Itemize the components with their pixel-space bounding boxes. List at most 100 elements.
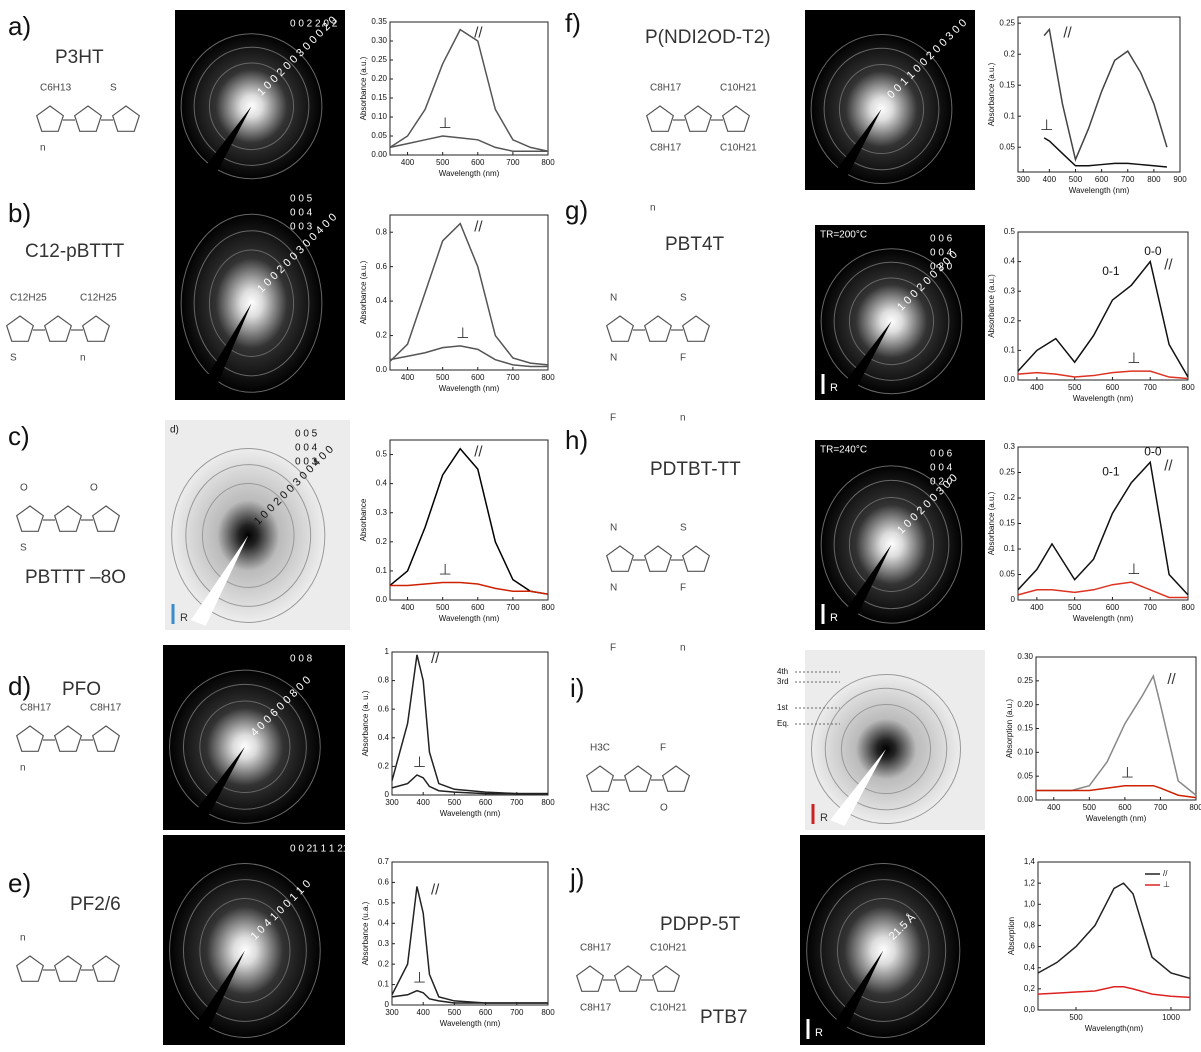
diffraction-ring: [833, 261, 950, 381]
panel-label: h): [565, 425, 588, 455]
x-tick-label: 500: [448, 1008, 462, 1017]
x-tick-label: 500: [1068, 383, 1082, 392]
diffraction-ring: [169, 863, 321, 1038]
series-label: ⊥: [1121, 765, 1134, 782]
series-label: ⊥: [1127, 561, 1140, 578]
y-tick-label: 0.1: [1004, 544, 1016, 553]
x-tick-label: 700: [1154, 803, 1168, 812]
diffraction-ring: [208, 62, 295, 151]
substituent: S: [680, 523, 687, 534]
diffraction-ring: [182, 683, 307, 810]
substituent: S: [680, 293, 687, 304]
ring: [585, 765, 615, 792]
ring: [681, 545, 711, 572]
image-tag: d): [170, 425, 179, 436]
substituent: n: [680, 643, 686, 654]
y-tick-label: 0.10: [1017, 747, 1033, 756]
diffraction-ring: [820, 248, 963, 395]
y-tick-label: 0.2: [378, 959, 390, 968]
x-axis-label: Wavelength (nm): [439, 384, 500, 393]
arrow-label: R: [815, 1027, 823, 1039]
polymer-name: C12-pBTTT: [25, 241, 125, 262]
diffraction-ring: [193, 46, 310, 166]
substituent: n: [650, 203, 656, 214]
panel-label: d): [8, 671, 31, 701]
x-tick-label: 600: [479, 1008, 493, 1017]
substituent: F: [680, 583, 686, 594]
spectrum-line: [391, 989, 548, 1004]
annotation: 0-1: [1102, 464, 1120, 478]
y-axis-label: Absorption (a.u.): [1005, 699, 1014, 758]
polymer-name: P3HT: [55, 47, 104, 68]
reflection-label: 0 0 6: [930, 449, 953, 460]
spectrum-line: [389, 28, 549, 152]
spectrum-line: [1037, 882, 1191, 980]
substituent: F: [610, 643, 616, 654]
reflection-label: 0 0 4: [295, 443, 318, 454]
y-tick-label: 0.3: [1004, 286, 1016, 295]
y-tick-label: 0.2: [376, 537, 388, 546]
series-label: //: [1167, 671, 1176, 688]
ring: [683, 105, 713, 132]
substituent: H3C: [590, 803, 610, 814]
polymer-name: PDTBT-TT: [650, 459, 741, 480]
plot-frame: [391, 861, 549, 1006]
image-tag: TR=240°C: [820, 445, 867, 456]
substituent: N: [610, 353, 617, 364]
panel-label: i): [570, 673, 584, 703]
polymer-name: PFO: [62, 679, 101, 700]
spectrum-line: [389, 345, 548, 368]
ring: [643, 545, 673, 572]
substituent: C8H17: [20, 703, 52, 714]
substituent: S: [10, 353, 17, 364]
y-axis-label: Absorption: [1007, 917, 1016, 955]
ring: [111, 105, 141, 132]
panel-label: g): [565, 195, 588, 225]
x-tick-label: 600: [1106, 383, 1120, 392]
x-axis-label: Wavelength (nm): [439, 614, 500, 623]
reflection-label: 0 0 5: [290, 194, 313, 205]
polymer-name: PDPP-5T: [660, 914, 741, 935]
x-tick-label: 700: [1144, 383, 1158, 392]
x-tick-label: 700: [1121, 175, 1135, 184]
y-tick-label: 0.05: [371, 131, 387, 140]
order-label: 3rd: [777, 677, 789, 686]
y-tick-label: 0.8: [376, 227, 388, 236]
y-tick-label: 0.15: [371, 93, 387, 102]
beam-stop: [838, 321, 892, 396]
ring: [681, 315, 711, 342]
image-tag: TR=200°C: [820, 230, 867, 241]
series-label: ⊥: [1127, 350, 1140, 367]
substituent: S: [20, 543, 27, 554]
x-tick-label: 400: [401, 158, 415, 167]
x-tick-label: 500: [1069, 175, 1083, 184]
x-axis-label: Wavelength (nm): [439, 169, 500, 178]
diffraction-ring: [824, 687, 948, 811]
y-tick-label: 0,2: [1024, 984, 1036, 993]
x-axis-label: Wavelength(nm): [1085, 1024, 1144, 1033]
y-tick-label: 0: [385, 790, 390, 799]
ring: [613, 965, 643, 992]
x-tick-label: 800: [1181, 603, 1195, 612]
y-tick-label: 0,4: [1024, 963, 1036, 972]
spectrum-line: [1036, 784, 1197, 799]
diffraction-ring: [199, 700, 291, 794]
reflection-label: 0 0 4: [290, 208, 313, 219]
substituent: O: [660, 803, 668, 814]
x-axis-label: Wavelength (nm): [440, 809, 501, 818]
ring: [81, 315, 111, 342]
series-label: ⊥: [439, 115, 452, 132]
x-tick-label: 800: [1147, 175, 1161, 184]
beam-stop: [198, 106, 252, 181]
x-tick-label: 500: [436, 373, 450, 382]
y-tick-label: 1: [385, 647, 390, 656]
reflection-label: 0 0 6: [930, 234, 953, 245]
diffraction-ring: [810, 673, 962, 825]
y-tick-label: 0,8: [1024, 921, 1036, 930]
diffraction-ring: [848, 277, 935, 366]
y-tick-label: 0.2: [1004, 316, 1016, 325]
y-tick-label: 0.1: [378, 980, 390, 989]
plot-frame: [1017, 231, 1189, 381]
x-tick-label: 700: [1144, 603, 1158, 612]
diffraction-ring: [182, 879, 307, 1022]
